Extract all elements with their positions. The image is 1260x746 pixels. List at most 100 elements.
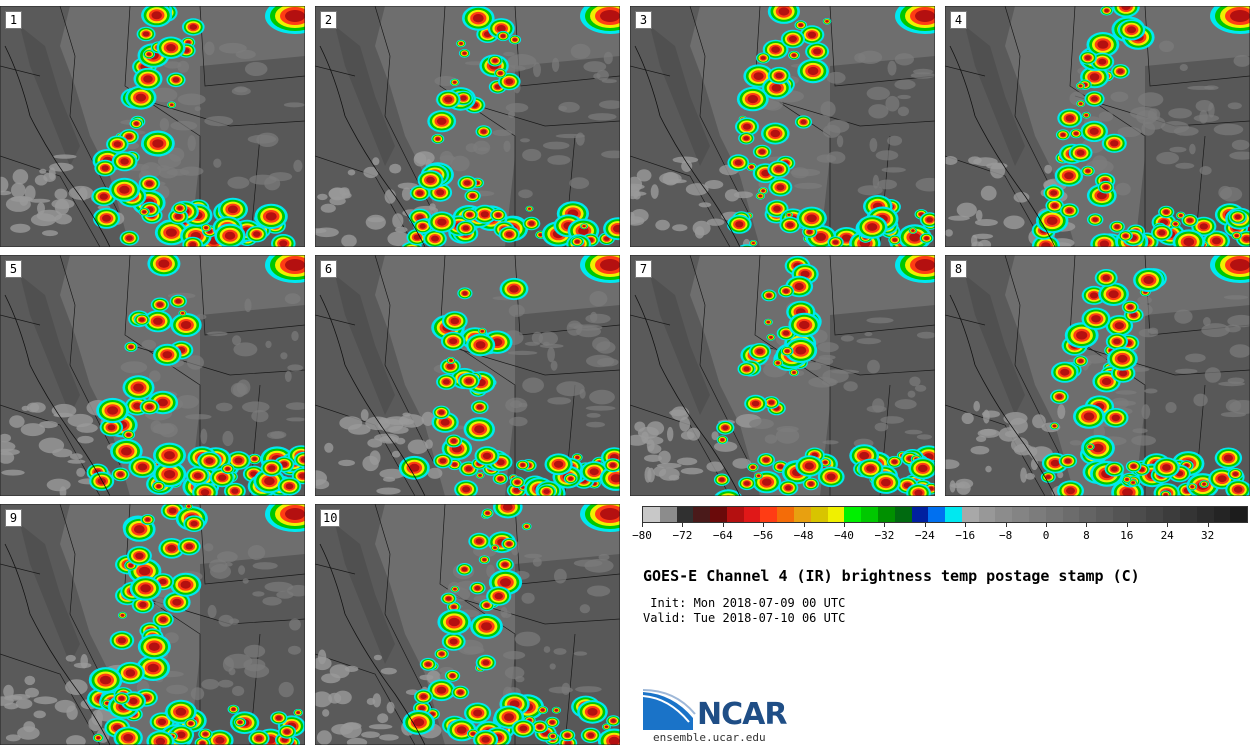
colorbar-swatch <box>961 507 979 522</box>
valid-time: Valid: Tue 2018-07-10 06 UTC <box>643 611 846 625</box>
colorbar-tick-mark <box>1167 523 1169 527</box>
colorbar-swatch <box>1045 507 1063 522</box>
panel-number-7: 7 <box>635 260 652 278</box>
colorbar-swatch <box>710 507 727 522</box>
ir-satellite-map-3 <box>630 6 935 247</box>
ensemble-member-panel-5: 5 <box>0 255 305 496</box>
colorbar-tick-label: 8 <box>1083 529 1090 542</box>
ensemble-member-panel-10: 10 <box>315 504 620 745</box>
panel-number-1: 1 <box>5 11 22 29</box>
colorbar-swatch <box>978 507 996 522</box>
ir-satellite-map-9 <box>0 504 305 745</box>
colorbar-tick-mark <box>763 523 765 527</box>
colorbar-swatch <box>1129 507 1147 522</box>
colorbar-tick-mark <box>682 523 684 527</box>
colorbar-swatch <box>1062 507 1080 522</box>
ensemble-url[interactable]: ensemble.ucar.edu <box>653 731 766 744</box>
colorbar-tick-label: 24 <box>1160 529 1174 542</box>
colorbar-tick-mark <box>1086 523 1088 527</box>
colorbar-tick-label: −56 <box>753 529 774 542</box>
panel-number-4: 4 <box>950 11 967 29</box>
colorbar-tick-label: 32 <box>1200 529 1215 542</box>
colorbar-swatch <box>1146 507 1164 522</box>
colorbar-tick-label: 0 <box>1042 529 1050 542</box>
colorbar-tick-label: −24 <box>914 529 935 542</box>
colorbar-swatch <box>877 507 895 522</box>
colorbar-tick-mark <box>1126 523 1128 527</box>
panel-number-10: 10 <box>320 509 341 527</box>
colorbar-tick-label: −48 <box>793 529 814 542</box>
ncar-logo-text: NCAR <box>697 697 787 732</box>
colorbar-tick-mark <box>884 523 886 527</box>
colorbar-swatch <box>911 507 929 522</box>
colorbar-swatch <box>1230 507 1248 522</box>
colorbar-swatch <box>676 507 694 522</box>
ensemble-member-panel-4: 4 <box>945 6 1250 247</box>
colorbar-swatch <box>844 507 862 522</box>
ensemble-member-panel-2: 2 <box>315 6 620 247</box>
colorbar-swatch <box>726 507 744 522</box>
ensemble-member-panel-7: 7 <box>630 255 935 496</box>
ir-satellite-map-4 <box>945 6 1250 247</box>
colorbar-tick-mark <box>844 523 845 527</box>
ir-satellite-map-7 <box>630 255 935 496</box>
colorbar-tick-mark <box>1005 523 1007 527</box>
colorbar-swatch <box>827 507 845 522</box>
colorbar-swatch <box>1163 507 1180 522</box>
colorbar-tick-mark <box>803 523 805 527</box>
colorbar-swatch <box>1028 507 1046 522</box>
colorbar-swatch <box>777 507 795 522</box>
ir-satellite-map-2 <box>315 6 620 247</box>
temperature-colorbar <box>642 506 1248 523</box>
ir-satellite-map-8 <box>945 255 1250 496</box>
colorbar-swatch <box>1012 507 1029 522</box>
colorbar-tick-mark <box>642 523 643 527</box>
ir-satellite-map-6 <box>315 255 620 496</box>
colorbar-swatch <box>995 507 1013 522</box>
figure-title: GOES-E Channel 4 (IR) brightness temp po… <box>643 567 1140 585</box>
ensemble-member-panel-9: 9 <box>0 504 305 745</box>
panel-number-3: 3 <box>635 11 652 29</box>
colorbar-tick-mark <box>1207 523 1209 527</box>
ir-satellite-map-1 <box>0 6 305 247</box>
colorbar-swatch <box>743 507 761 522</box>
colorbar-swatch <box>928 507 946 522</box>
colorbar-swatch <box>1196 507 1214 522</box>
colorbar-tick-label: −72 <box>672 529 693 542</box>
colorbar-swatch <box>1112 507 1130 522</box>
ensemble-member-panel-6: 6 <box>315 255 620 496</box>
colorbar-swatch <box>643 507 660 522</box>
colorbar-tick-label: −40 <box>834 529 854 542</box>
colorbar-tick-label: 16 <box>1120 529 1134 542</box>
colorbar-swatch <box>810 507 828 522</box>
colorbar-swatch <box>945 507 962 522</box>
colorbar-tick-label: −8 <box>998 529 1013 542</box>
colorbar-swatch <box>894 507 912 522</box>
colorbar-tick-label: −16 <box>955 529 976 542</box>
ir-satellite-map-5 <box>0 255 305 496</box>
colorbar-swatch <box>659 507 677 522</box>
colorbar-swatch <box>861 507 878 522</box>
ncar-logo-icon <box>643 689 696 730</box>
panel-number-8: 8 <box>950 260 967 278</box>
colorbar-swatch <box>760 507 778 522</box>
colorbar-swatch <box>1096 507 1113 522</box>
ensemble-member-panel-8: 8 <box>945 255 1250 496</box>
colorbar-tick-label: −32 <box>874 529 895 542</box>
colorbar-tick-label: −80 <box>632 529 652 542</box>
colorbar-tick-mark <box>924 523 926 527</box>
panel-number-9: 9 <box>5 509 22 527</box>
colorbar-tick-mark <box>1046 523 1047 527</box>
colorbar-swatch <box>693 507 711 522</box>
ensemble-member-panel-1: 1 <box>0 6 305 247</box>
init-time: Init: Mon 2018-07-09 00 UTC <box>643 596 846 610</box>
colorbar-swatch <box>1180 507 1197 522</box>
colorbar-swatch <box>794 507 811 522</box>
panel-number-6: 6 <box>320 260 337 278</box>
colorbar-tick-mark <box>965 523 967 527</box>
colorbar-tick-label: −64 <box>712 529 733 542</box>
ensemble-member-panel-3: 3 <box>630 6 935 247</box>
colorbar-swatch <box>1079 507 1097 522</box>
colorbar-swatch <box>1213 507 1231 522</box>
panel-number-2: 2 <box>320 11 337 29</box>
